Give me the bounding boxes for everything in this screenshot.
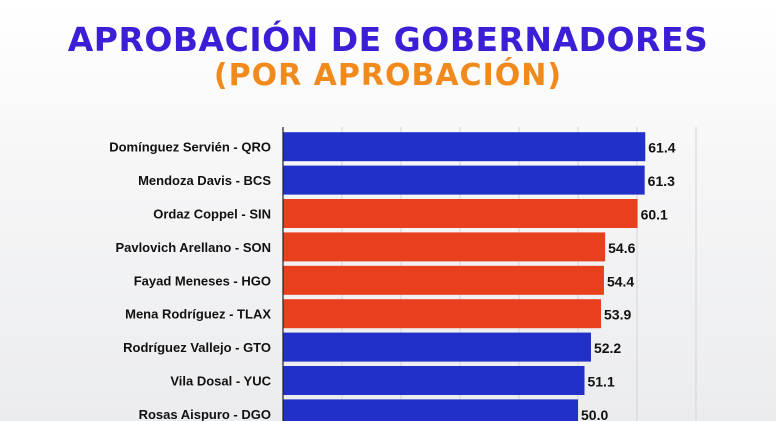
category-label: Mena Rodríguez - TLAX — [125, 307, 271, 322]
value-label: 52.2 — [594, 340, 621, 356]
chart-title: APROBACIÓN DE GOBERNADORES — [67, 20, 709, 59]
value-label: 54.4 — [607, 273, 634, 289]
bar — [283, 132, 646, 162]
value-label: 60.1 — [641, 207, 668, 223]
value-label: 50.0 — [581, 407, 608, 421]
bar — [283, 366, 585, 395]
chart-subtitle: (POR APROBACIÓN) — [213, 58, 563, 93]
category-label: Ordaz Coppel - SIN — [153, 207, 271, 222]
category-label: Vila Dosal - YUC — [170, 374, 271, 389]
value-label: 61.3 — [648, 173, 675, 189]
category-label: Fayad Meneses - HGO — [134, 273, 271, 288]
bar — [283, 399, 578, 421]
category-label: Mendoza Davis - BCS — [138, 173, 271, 188]
bar — [283, 299, 602, 329]
category-label: Rodríguez Vallejo - GTO — [123, 340, 271, 355]
value-label: 53.9 — [604, 307, 631, 323]
bar — [283, 265, 604, 295]
category-label: Domínguez Servién - QRO — [109, 140, 271, 155]
category-label: Rosas Aispuro - DGO — [139, 407, 271, 421]
bar — [283, 332, 591, 362]
category-label: Pavlovich Arellano - SON — [115, 240, 271, 255]
value-label: 54.6 — [608, 240, 635, 256]
value-label: 51.1 — [587, 374, 614, 390]
value-label: 61.4 — [648, 140, 675, 156]
bar — [283, 232, 606, 262]
bar — [283, 199, 638, 228]
bar — [283, 165, 645, 195]
